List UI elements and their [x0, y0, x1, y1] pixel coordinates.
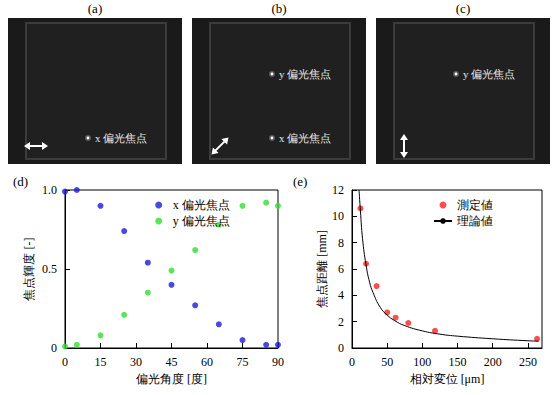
svg-text:2: 2	[338, 315, 344, 329]
svg-text:0: 0	[62, 355, 68, 369]
svg-text:x 偏光焦点: x 偏光焦点	[95, 132, 147, 144]
svg-text:50: 50	[381, 355, 393, 369]
svg-text:250: 250	[519, 355, 537, 369]
svg-text:y 偏光焦点: y 偏光焦点	[173, 214, 230, 228]
svg-text:6: 6	[338, 262, 344, 276]
svg-text:理論値: 理論値	[457, 214, 493, 228]
svg-text:(d): (d)	[13, 174, 28, 189]
svg-text:x 偏光焦点: x 偏光焦点	[279, 132, 331, 144]
svg-text:8: 8	[338, 236, 344, 250]
svg-text:1.0: 1.0	[42, 183, 57, 197]
svg-text:焦点輝度 [-]: 焦点輝度 [-]	[22, 238, 36, 301]
svg-text:y 偏光焦点: y 偏光焦点	[463, 68, 515, 80]
svg-text:150: 150	[449, 355, 467, 369]
svg-text:0: 0	[51, 341, 57, 355]
svg-text:75: 75	[237, 355, 249, 369]
svg-text:4: 4	[338, 288, 344, 302]
svg-text:焦点距離 [mm]: 焦点距離 [mm]	[315, 230, 329, 308]
svg-text:30: 30	[130, 355, 142, 369]
svg-text:10: 10	[332, 209, 344, 223]
svg-text:90: 90	[272, 355, 284, 369]
svg-text:15: 15	[95, 355, 107, 369]
svg-text:60: 60	[201, 355, 213, 369]
svg-text:100: 100	[413, 355, 431, 369]
html-text:(c): (c)	[455, 1, 471, 16]
svg-text:0.5: 0.5	[42, 262, 57, 276]
svg-text:相対変位 [μm]: 相対変位 [μm]	[410, 372, 485, 386]
svg-text:測定値: 測定値	[457, 198, 493, 212]
svg-text:(e): (e)	[293, 174, 307, 189]
svg-text:45: 45	[166, 355, 178, 369]
svg-text:12: 12	[332, 183, 344, 197]
svg-text:x 偏光焦点: x 偏光焦点	[173, 198, 230, 212]
svg-text:0: 0	[338, 341, 344, 355]
html-text:(b): (b)	[271, 1, 287, 16]
svg-text:200: 200	[484, 355, 502, 369]
svg-text:偏光角度 [度]: 偏光角度 [度]	[136, 372, 207, 386]
svg-text:0: 0	[349, 355, 355, 369]
html-text:(a): (a)	[87, 1, 103, 16]
svg-text:y 偏光焦点: y 偏光焦点	[279, 68, 331, 80]
